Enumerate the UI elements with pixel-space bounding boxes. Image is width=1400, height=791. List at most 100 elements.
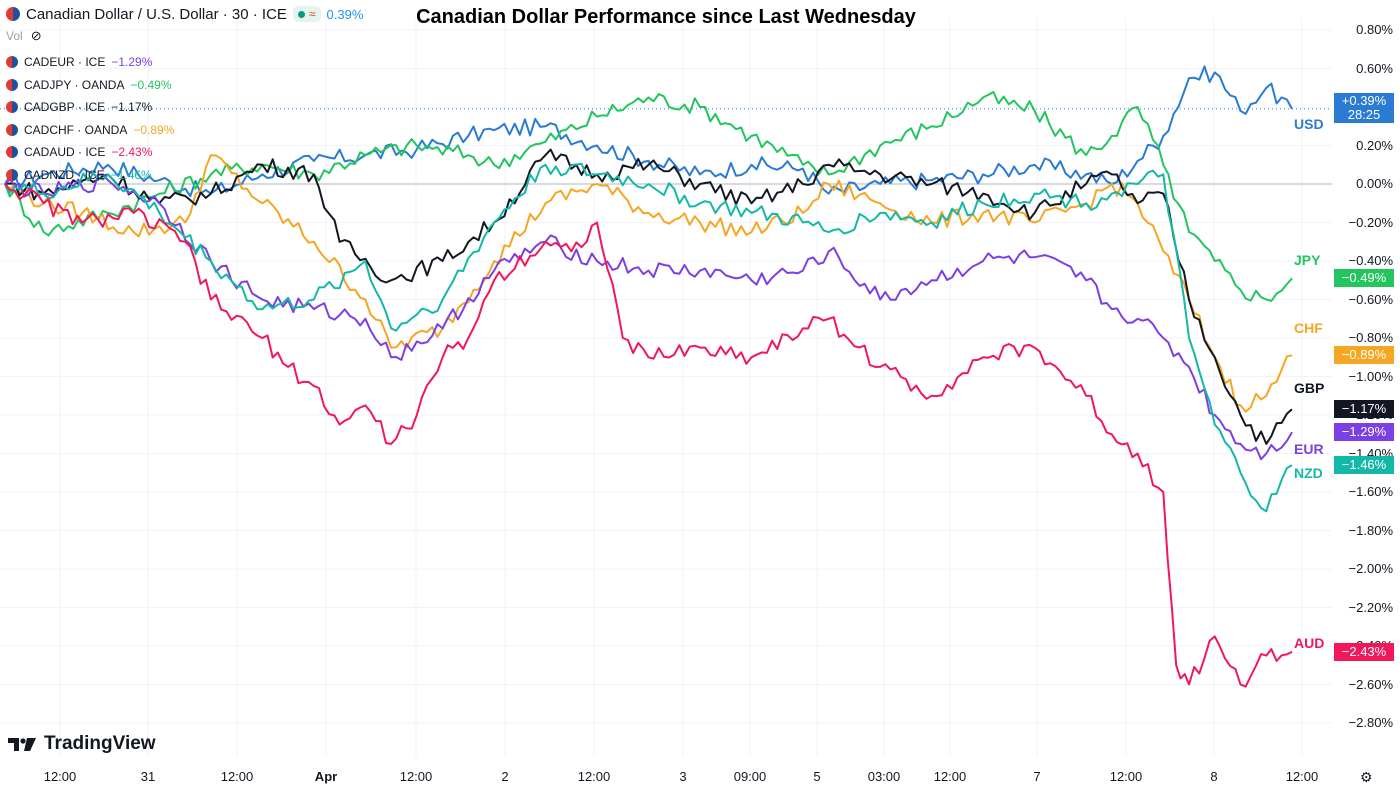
legend-symbol: CADAUD · ICE [24, 145, 106, 159]
y-tick-label: −1.60% [1348, 484, 1393, 499]
header-change: 0.39% [326, 6, 364, 22]
series-line-usd[interactable] [4, 65, 1293, 198]
x-tick-label: 8 [1210, 769, 1218, 784]
badge-value: +0.39% [1341, 92, 1387, 108]
currency-flag-icon [6, 146, 18, 159]
x-tick-label: 12:00 [1109, 769, 1143, 784]
y-tick-label: 0.80% [1356, 22, 1393, 37]
badge-value: −0.49% [1341, 270, 1387, 286]
y-tick-label: −1.00% [1348, 368, 1393, 384]
y-tick-label: −2.80% [1348, 715, 1393, 730]
comparison-legend: CADEUR · ICE −1.29% CADJPY · OANDA −0.49% CA… [6, 51, 174, 186]
legend-item[interactable]: CADNZD · ICE −1.46% [6, 164, 174, 187]
settings-gear-icon[interactable]: ⚙ [1360, 769, 1373, 785]
badge-value: −1.17% [1341, 401, 1387, 417]
badge-value: −1.29% [1341, 424, 1387, 440]
y-tick-label: −2.00% [1348, 561, 1393, 576]
y-tick-label: −2.20% [1348, 599, 1393, 615]
symbol-header[interactable]: Canadian Dollar / U.S. Dollar · 30 · ICE… [6, 5, 363, 23]
volume-label: Vol [6, 29, 23, 43]
badge-value: −2.43% [1341, 643, 1387, 659]
y-tick-label: −1.80% [1348, 522, 1393, 538]
x-tick-label: 2 [501, 769, 509, 784]
tradingview-logo-icon [8, 738, 36, 751]
market-status-pill[interactable]: ≈ [292, 6, 321, 22]
series-name-gbp: GBP [1294, 380, 1325, 397]
series-value-badge-jpy: −0.49% [1334, 269, 1394, 288]
series-line-jpy[interactable] [4, 91, 1293, 302]
cad-usd-flag-icon [6, 7, 20, 21]
x-tick-label: 12:00 [43, 769, 77, 784]
currency-flag-icon [6, 56, 18, 69]
series-name-aud: AUD [1294, 634, 1325, 651]
series-name-jpy: JPY [1294, 252, 1321, 269]
legend-change: −1.46% [110, 167, 152, 182]
series-name-usd: USD [1294, 115, 1324, 132]
series-name-nzd: NZD [1294, 465, 1323, 482]
legend-item[interactable]: CADAUD · ICE −2.43% [6, 141, 174, 164]
series-value-badge-chf: −0.89% [1334, 346, 1394, 365]
grid [0, 18, 1332, 757]
x-tick-label: 7 [1033, 769, 1041, 784]
series-value-badge-eur: −1.29% [1334, 423, 1394, 442]
series-line-chf[interactable] [4, 154, 1293, 413]
currency-flag-icon [6, 101, 18, 114]
market-open-dot-icon [297, 10, 305, 18]
x-tick-label: 12:00 [399, 769, 433, 784]
badge-value: −1.46% [1341, 457, 1387, 473]
x-tick-label: 31 [140, 769, 156, 784]
legend-symbol: CADEUR · ICE [24, 55, 106, 69]
x-tick-label: 5 [813, 769, 821, 784]
tradingview-logo[interactable]: TradingView [8, 733, 156, 755]
currency-flag-icon [6, 78, 18, 91]
series-lines [4, 65, 1293, 688]
series-value-badge-usd: +0.39% 28:25 [1334, 92, 1394, 123]
legend-symbol: CADCHF · OANDA [24, 122, 128, 137]
series-line-aud[interactable] [4, 183, 1293, 688]
y-tick-label: −0.80% [1348, 330, 1393, 345]
series-name-chf: CHF [1294, 320, 1323, 337]
badge-value: −0.89% [1341, 347, 1387, 363]
series-line-eur[interactable] [4, 173, 1293, 461]
legend-item[interactable]: CADEUR · ICE −1.29% [6, 51, 174, 74]
series-line-gbp[interactable] [4, 148, 1293, 445]
legend-item[interactable]: CADGBP · ICE −1.17% [6, 96, 174, 119]
y-tick-label: −0.20% [1348, 214, 1393, 230]
x-tick-label: 3 [679, 769, 687, 784]
chart-title: Canadian Dollar Performance since Last W… [416, 6, 916, 28]
legend-item[interactable]: CADCHF · OANDA −0.89% [6, 119, 174, 142]
x-tick-label: 12:00 [933, 769, 967, 784]
logo-text: TradingView [44, 733, 156, 754]
series-value-badge-gbp: −1.17% [1334, 400, 1394, 419]
legend-change: −0.49% [130, 77, 172, 92]
series-line-nzd[interactable] [4, 162, 1293, 513]
symbol-title[interactable]: Canadian Dollar / U.S. Dollar · 30 · ICE [26, 5, 287, 23]
live-data-icon: ≈ [308, 7, 316, 21]
bar-countdown: 28:25 [1347, 106, 1381, 122]
legend-item[interactable]: CADJPY · OANDA −0.49% [6, 74, 174, 97]
eye-hidden-icon[interactable]: ⊘ [30, 28, 42, 43]
x-tick-label: 03:00 [867, 769, 901, 784]
volume-indicator[interactable]: Vol ⊘ [6, 28, 42, 44]
currency-flag-icon [6, 168, 18, 181]
y-tick-label: −0.60% [1348, 291, 1393, 307]
legend-change: −1.17% [111, 100, 153, 114]
series-value-badge-nzd: −1.46% [1334, 456, 1394, 475]
series-name-eur: EUR [1294, 441, 1324, 458]
x-tick-label: Apr [314, 769, 338, 784]
legend-symbol: CADNZD · ICE [24, 167, 105, 182]
legend-symbol: CADJPY · OANDA [24, 77, 125, 92]
legend-change: −1.29% [111, 55, 153, 69]
x-tick-label: 09:00 [733, 769, 767, 784]
series-value-badge-aud: −2.43% [1334, 642, 1394, 661]
x-tick-label: 12:00 [577, 769, 611, 784]
x-tick-label: 12:00 [1285, 769, 1319, 784]
currency-flag-icon [6, 123, 18, 136]
y-tick-label: −0.40% [1348, 253, 1393, 268]
x-tick-label: 12:00 [220, 769, 254, 784]
legend-change: −2.43% [111, 145, 153, 159]
legend-change: −0.89% [133, 122, 175, 137]
y-tick-label: −2.60% [1348, 676, 1393, 692]
y-tick-label: 0.20% [1356, 137, 1393, 153]
